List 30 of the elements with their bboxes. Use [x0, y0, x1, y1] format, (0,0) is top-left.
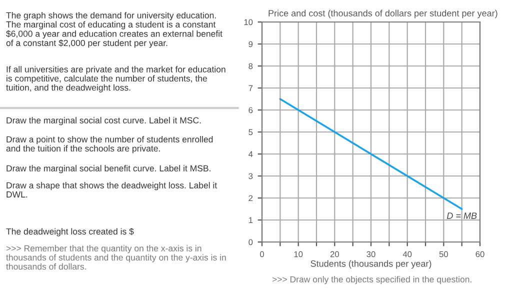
x-tick-label: 0	[260, 251, 264, 258]
text: The graph shows the demand for university education. The marginal cost of educating a student is a constant $6,000 a year and education creates an external benefit of a constant $2,000 per student per year.	[6, 12, 222, 48]
x-tick-label: 30	[366, 251, 376, 258]
y-tick-label: 8	[248, 63, 253, 70]
x-tick-label: 40	[402, 251, 412, 258]
y-tick-label: 1	[248, 217, 253, 224]
x-tick-label: 20	[330, 251, 339, 258]
text: >>> Remember that the quantity on the x-axis is in thousands of students and the quantity on the y-axis is in thousands of dollars.	[6, 245, 226, 270]
y-tick-label: 0	[248, 239, 253, 246]
text: Draw the marginal social cost curve. Label it MSC.	[6, 117, 201, 126]
y-tick-label: 3	[248, 173, 253, 180]
text: Draw the marginal social benefit curve. Label it MSB.	[6, 165, 210, 174]
text: The deadweight loss created is $	[6, 228, 134, 236]
y-tick-label: 2	[248, 195, 253, 202]
y-tick-label: 7	[248, 85, 253, 92]
series-label: D = MB	[446, 212, 477, 219]
y-tick-label: 4	[248, 151, 253, 158]
y-tick-label: 9	[248, 41, 253, 48]
text: >>> Draw only the objects specified in the question.	[272, 276, 472, 284]
y-tick-label: 10	[244, 19, 253, 26]
y-tick-label: 6	[248, 107, 253, 114]
y-tick-label: 5	[248, 129, 253, 136]
chart-title: Price and cost (thousands of dollars per student per year)	[268, 10, 498, 18]
x-tick-label: 10	[294, 251, 303, 258]
x-tick-label: 50	[439, 251, 448, 258]
text: If all universities are private and the market for education is competitive, calculate the number of students, the tuition, and the deadweight loss.	[6, 66, 226, 92]
x-tick-label: 60	[476, 251, 484, 258]
text: Draw a shape that shows the deadweight loss. Label it DWL.	[6, 182, 218, 198]
x-axis-title: Students (thousands per year)	[310, 260, 432, 269]
text: Draw a point to show the number of students enrolled and the tuition if the schools are private.	[6, 136, 213, 154]
